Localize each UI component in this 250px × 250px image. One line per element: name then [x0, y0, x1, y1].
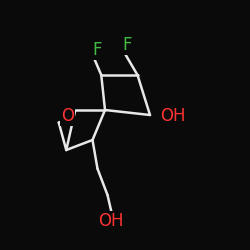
Text: OH: OH [160, 107, 186, 125]
Text: OH: OH [98, 212, 124, 230]
Text: O: O [61, 107, 74, 125]
Text: F: F [123, 36, 132, 54]
Text: F: F [93, 41, 102, 59]
